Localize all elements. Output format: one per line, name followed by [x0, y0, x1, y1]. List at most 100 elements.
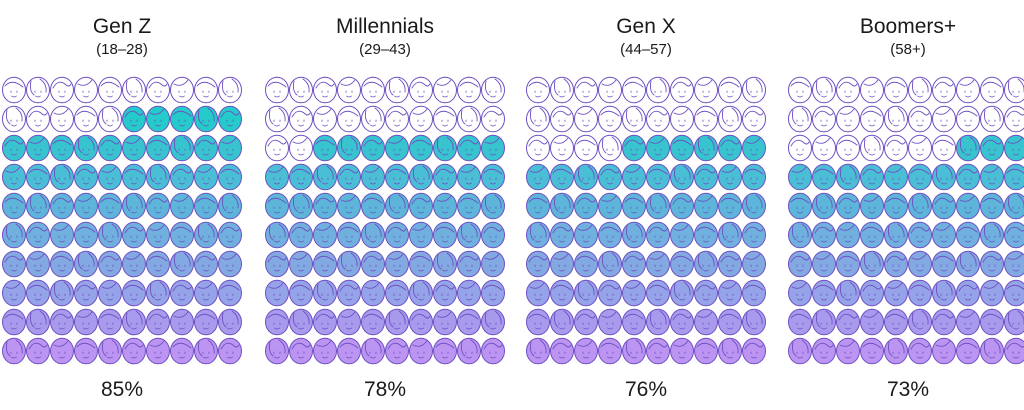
filled-person-icon: [526, 221, 550, 249]
filled-person-icon: [622, 308, 646, 336]
empty-person-icon: [26, 76, 50, 104]
filled-person-icon: [526, 279, 550, 307]
filled-person-icon: [146, 250, 170, 278]
filled-person-icon: [526, 337, 550, 365]
filled-person-icon: [932, 192, 956, 220]
empty-person-icon: [433, 76, 457, 104]
filled-person-icon: [409, 279, 433, 307]
panel-percentage: 76%: [624, 378, 668, 401]
filled-person-icon: [170, 134, 194, 162]
panel-gen-z: Gen Z (18–28) 85%: [2, 0, 242, 410]
empty-person-icon: [1004, 76, 1024, 104]
filled-person-icon: [884, 279, 908, 307]
empty-person-icon: [457, 76, 481, 104]
filled-person-icon: [170, 250, 194, 278]
filled-person-icon: [218, 279, 242, 307]
filled-person-icon: [694, 279, 718, 307]
empty-person-icon: [932, 134, 956, 162]
empty-person-icon: [170, 76, 194, 104]
filled-person-icon: [598, 221, 622, 249]
filled-person-icon: [361, 221, 385, 249]
filled-person-icon: [694, 221, 718, 249]
filled-person-icon: [908, 192, 932, 220]
filled-person-icon: [26, 279, 50, 307]
empty-person-icon: [550, 105, 574, 133]
empty-person-icon: [289, 105, 313, 133]
filled-person-icon: [361, 308, 385, 336]
filled-person-icon: [980, 279, 1004, 307]
filled-person-icon: [265, 221, 289, 249]
filled-person-icon: [218, 163, 242, 191]
filled-person-icon: [98, 163, 122, 191]
filled-person-icon: [481, 163, 505, 191]
filled-person-icon: [481, 134, 505, 162]
empty-person-icon: [836, 134, 860, 162]
filled-person-icon: [1004, 337, 1024, 365]
filled-person-icon: [74, 134, 98, 162]
filled-person-icon: [218, 308, 242, 336]
filled-person-icon: [337, 308, 361, 336]
panel-subtitle: (29–43): [359, 41, 411, 58]
empty-person-icon: [481, 105, 505, 133]
filled-person-icon: [265, 279, 289, 307]
filled-person-icon: [550, 279, 574, 307]
filled-person-icon: [361, 134, 385, 162]
filled-person-icon: [742, 308, 766, 336]
empty-person-icon: [670, 105, 694, 133]
filled-person-icon: [932, 163, 956, 191]
filled-person-icon: [646, 308, 670, 336]
filled-person-icon: [50, 308, 74, 336]
filled-person-icon: [980, 163, 1004, 191]
filled-person-icon: [194, 192, 218, 220]
filled-person-icon: [218, 250, 242, 278]
empty-person-icon: [2, 105, 26, 133]
filled-person-icon: [670, 163, 694, 191]
filled-person-icon: [718, 337, 742, 365]
filled-person-icon: [742, 250, 766, 278]
panel-title: Gen Z: [92, 15, 152, 38]
filled-person-icon: [194, 337, 218, 365]
filled-person-icon: [122, 221, 146, 249]
filled-person-icon: [550, 221, 574, 249]
filled-person-icon: [265, 250, 289, 278]
empty-person-icon: [836, 105, 860, 133]
filled-person-icon: [457, 250, 481, 278]
filled-person-icon: [908, 337, 932, 365]
empty-person-icon: [574, 134, 598, 162]
filled-person-icon: [50, 134, 74, 162]
filled-person-icon: [337, 337, 361, 365]
filled-person-icon: [836, 337, 860, 365]
filled-person-icon: [481, 279, 505, 307]
filled-person-icon: [122, 337, 146, 365]
filled-person-icon: [694, 337, 718, 365]
filled-person-icon: [860, 337, 884, 365]
filled-person-icon: [670, 134, 694, 162]
filled-person-icon: [218, 337, 242, 365]
pictogram-grid: [265, 76, 505, 365]
filled-person-icon: [26, 221, 50, 249]
filled-person-icon: [1004, 250, 1024, 278]
filled-person-icon: [932, 308, 956, 336]
empty-person-icon: [526, 76, 550, 104]
filled-person-icon: [598, 308, 622, 336]
empty-person-icon: [481, 76, 505, 104]
filled-person-icon: [361, 250, 385, 278]
filled-person-icon: [146, 163, 170, 191]
empty-person-icon: [742, 76, 766, 104]
filled-person-icon: [313, 134, 337, 162]
filled-person-icon: [2, 163, 26, 191]
filled-person-icon: [646, 250, 670, 278]
filled-person-icon: [788, 308, 812, 336]
filled-person-icon: [385, 192, 409, 220]
filled-person-icon: [2, 192, 26, 220]
filled-person-icon: [884, 308, 908, 336]
filled-person-icon: [1004, 279, 1024, 307]
filled-person-icon: [884, 192, 908, 220]
filled-person-icon: [74, 192, 98, 220]
filled-person-icon: [26, 134, 50, 162]
filled-person-icon: [313, 192, 337, 220]
filled-person-icon: [670, 308, 694, 336]
empty-person-icon: [788, 134, 812, 162]
filled-person-icon: [742, 192, 766, 220]
empty-person-icon: [526, 134, 550, 162]
